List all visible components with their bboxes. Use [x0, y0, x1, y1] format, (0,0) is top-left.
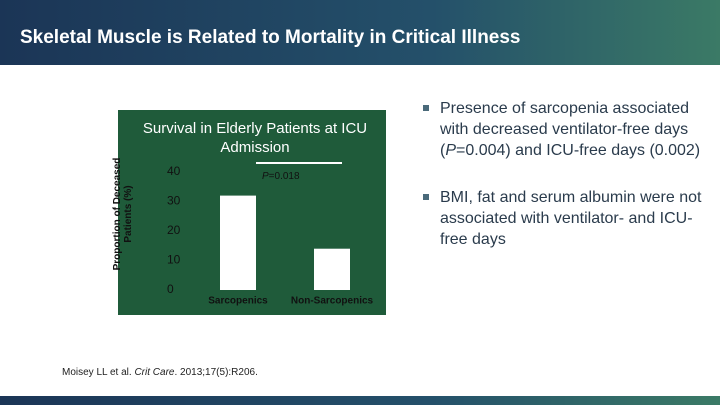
y-tick-label: 40: [167, 164, 181, 178]
citation-part: . 2013;17(5):R206.: [174, 367, 258, 378]
bullet-list: Presence of sarcopenia associated with d…: [420, 98, 710, 276]
x-tick-label: Non-Sarcopenics: [291, 296, 374, 307]
p-value-part: P: [262, 171, 269, 182]
y-tick-label: 30: [167, 194, 181, 208]
slide-title: Skeletal Muscle is Related to Mortality …: [20, 27, 521, 48]
bullet-text: BMI, fat and serum albumin were not asso…: [440, 189, 702, 248]
citation-part: Moisey LL et al.: [62, 367, 135, 378]
footer-band: [0, 396, 720, 405]
chart-title: Survival in Elderly Patients at ICU Admi…: [142, 120, 368, 156]
bullet: BMI, fat and serum albumin were not asso…: [420, 187, 710, 250]
bar: [220, 195, 256, 290]
bullet-text: Presence of sarcopenia associated with d…: [440, 100, 690, 159]
bullet-text: =0.004) and ICU-free days (0.002): [456, 142, 701, 159]
header-band: [0, 0, 720, 65]
x-tick-label: Sarcopenics: [208, 296, 268, 307]
citation: Moisey LL et al. Crit Care. 2013;17(5):R…: [62, 367, 258, 378]
bar: [314, 248, 350, 290]
citation-part: Crit Care: [134, 367, 175, 378]
p-value-part: =0.018: [269, 171, 300, 182]
y-tick-label: 10: [167, 253, 181, 267]
y-tick-label: 0: [167, 282, 174, 296]
p-value: P=0.018: [262, 171, 300, 182]
y-axis-label: Proportion of Deceased Patients (%): [112, 157, 134, 271]
y-tick-label: 20: [167, 223, 181, 237]
bullet: Presence of sarcopenia associated with d…: [420, 98, 710, 161]
bullet-text: P: [445, 142, 456, 159]
chart: 0 10 20 30 40 Sarcopenics Non-Sarcopenics P=0.0…: [167, 162, 374, 307]
